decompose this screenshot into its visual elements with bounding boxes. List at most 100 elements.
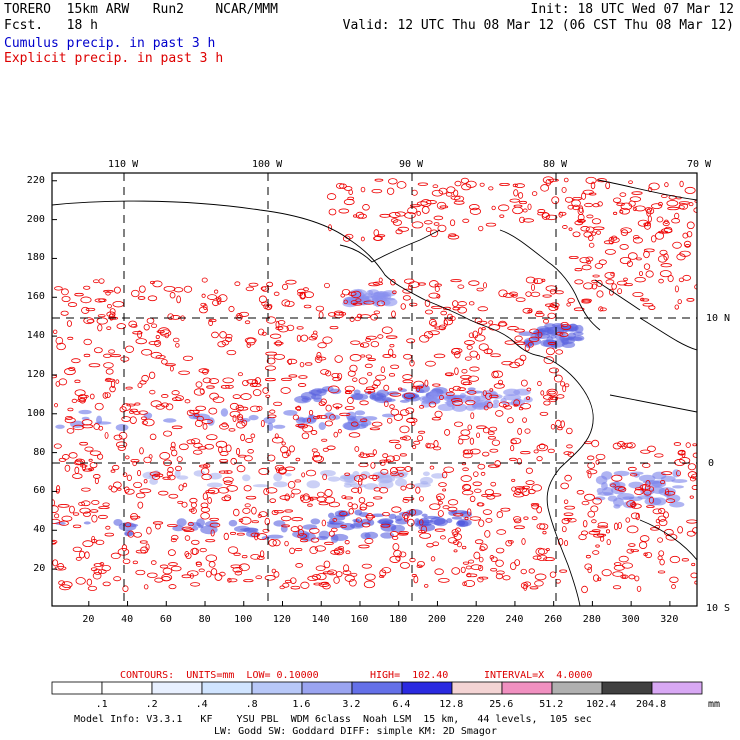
precip-contour	[432, 184, 439, 189]
precip-contour	[612, 571, 624, 577]
precip-contour	[161, 359, 168, 365]
init-time: Init: 18 UTC Wed 07 Mar 12	[530, 2, 735, 17]
precip-cell	[143, 412, 153, 419]
precip-contour	[363, 300, 375, 305]
precip-contour	[659, 270, 672, 278]
precip-contour	[147, 295, 158, 302]
precip-contour	[495, 573, 503, 580]
precip-contour	[135, 492, 146, 499]
precip-contour	[343, 198, 355, 206]
precip-contour	[175, 465, 182, 472]
precip-contour	[86, 319, 95, 324]
precip-contour	[438, 482, 447, 488]
precip-contour	[488, 394, 499, 399]
precip-contour	[561, 526, 567, 533]
precip-contour	[176, 456, 183, 463]
precip-contour	[634, 488, 644, 495]
precip-cell	[362, 416, 378, 421]
precip-contour	[439, 535, 446, 540]
precip-contour	[184, 535, 191, 541]
precip-contour	[601, 569, 612, 577]
precip-contour	[138, 410, 148, 415]
precip-contour	[520, 403, 531, 410]
precip-contour	[137, 296, 146, 300]
precip-contour	[298, 375, 308, 379]
precip-contour	[425, 442, 431, 449]
precip-contour	[564, 505, 576, 510]
precip-contour	[198, 368, 210, 373]
precip-contour	[667, 206, 679, 211]
precip-contour	[351, 503, 358, 510]
precip-contour	[449, 219, 456, 227]
precip-contour	[416, 564, 423, 568]
precip-contour	[215, 440, 228, 449]
precip-cell	[395, 518, 409, 525]
precip-contour	[686, 298, 695, 302]
precip-contour	[400, 485, 407, 491]
precip-contour	[151, 323, 158, 328]
precip-contour	[621, 442, 627, 450]
precip-contour	[682, 232, 689, 239]
precip-contour	[409, 508, 417, 516]
precip-cell	[326, 522, 344, 529]
precip-contour	[365, 453, 376, 457]
precip-cell	[248, 414, 259, 421]
precip-cell	[490, 403, 499, 409]
precip-contour	[139, 540, 148, 544]
precip-cell	[294, 395, 312, 404]
precip-cell	[207, 417, 215, 426]
precip-contour	[486, 494, 496, 500]
precip-contour	[359, 451, 365, 457]
precip-contour	[208, 319, 214, 326]
precip-contour	[522, 208, 528, 213]
precip-contour	[639, 270, 643, 277]
precip-contour	[191, 539, 200, 545]
precip-contour	[345, 389, 353, 395]
precip-contour	[380, 523, 391, 528]
precip-contour	[55, 485, 61, 493]
precip-contour	[388, 439, 400, 444]
precip-contour	[460, 566, 466, 574]
precip-contour	[592, 497, 602, 505]
precip-contour	[398, 531, 409, 535]
precip-contour	[539, 523, 549, 530]
precip-contour	[425, 227, 432, 232]
precip-contour	[626, 500, 636, 508]
precip-contour	[56, 342, 66, 351]
precip-cell	[188, 413, 200, 420]
precip-contour	[390, 408, 400, 416]
precip-contour	[106, 311, 116, 318]
precip-contour	[235, 313, 243, 321]
precip-contour	[416, 210, 421, 216]
precip-contour	[518, 192, 524, 199]
precip-contour	[690, 473, 697, 480]
precip-contour	[280, 387, 291, 394]
precip-contour	[498, 320, 507, 327]
precip-contour	[364, 538, 374, 545]
precip-contour	[162, 476, 171, 480]
precip-contour	[462, 449, 469, 455]
precip-contour	[97, 324, 103, 332]
lon-label-110w: 110 W	[108, 159, 139, 170]
precip-field	[52, 176, 697, 606]
precip-cell	[399, 399, 410, 403]
precip-contour	[106, 303, 112, 309]
precip-contour	[262, 387, 269, 394]
precip-contour	[262, 528, 270, 533]
precip-cell	[283, 409, 298, 416]
precip-contour	[258, 295, 267, 304]
precip-contour	[457, 438, 464, 445]
precip-contour	[176, 295, 181, 304]
precip-contour	[604, 248, 616, 255]
precip-contour	[479, 546, 486, 552]
precip-contour	[478, 576, 489, 580]
precip-contour	[236, 447, 241, 456]
precip-cell	[94, 421, 112, 425]
precip-contour	[560, 323, 572, 331]
precip-contour	[372, 281, 383, 286]
precip-contour	[92, 571, 102, 580]
precip-contour	[513, 403, 518, 407]
precip-contour	[86, 578, 93, 586]
precip-contour	[184, 551, 190, 557]
precip-cell	[228, 519, 238, 527]
